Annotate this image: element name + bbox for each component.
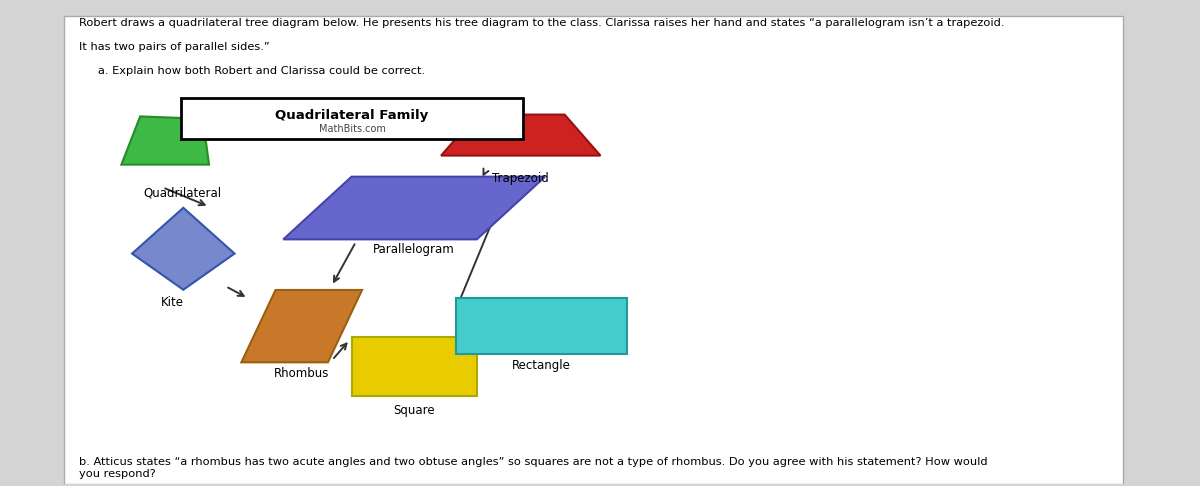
Text: Rhombus: Rhombus: [274, 367, 330, 380]
Polygon shape: [121, 116, 209, 165]
Polygon shape: [283, 177, 545, 240]
Text: Robert draws a quadrilateral tree diagram below. He presents his tree diagram to: Robert draws a quadrilateral tree diagra…: [79, 18, 1004, 28]
FancyBboxPatch shape: [352, 337, 476, 396]
Text: It has two pairs of parallel sides.”: It has two pairs of parallel sides.”: [79, 42, 270, 52]
Text: Square: Square: [394, 404, 436, 417]
FancyBboxPatch shape: [456, 298, 626, 354]
Text: b. Atticus states “a rhombus has two acute angles and two obtuse angles” so squa: b. Atticus states “a rhombus has two acu…: [79, 457, 988, 479]
Polygon shape: [442, 115, 600, 156]
FancyBboxPatch shape: [181, 98, 523, 139]
FancyBboxPatch shape: [64, 16, 1123, 484]
Polygon shape: [241, 290, 362, 363]
Polygon shape: [132, 208, 234, 290]
Text: Kite: Kite: [161, 296, 184, 309]
Text: MathBits.com: MathBits.com: [319, 124, 385, 134]
Text: Trapezoid: Trapezoid: [492, 172, 550, 185]
Text: Rectangle: Rectangle: [512, 359, 571, 372]
Text: Parallelogram: Parallelogram: [373, 243, 455, 256]
Text: Quadrilateral: Quadrilateral: [143, 186, 221, 199]
Text: Quadrilateral Family: Quadrilateral Family: [276, 109, 428, 122]
Text: a. Explain how both Robert and Clarissa could be correct.: a. Explain how both Robert and Clarissa …: [98, 67, 425, 76]
